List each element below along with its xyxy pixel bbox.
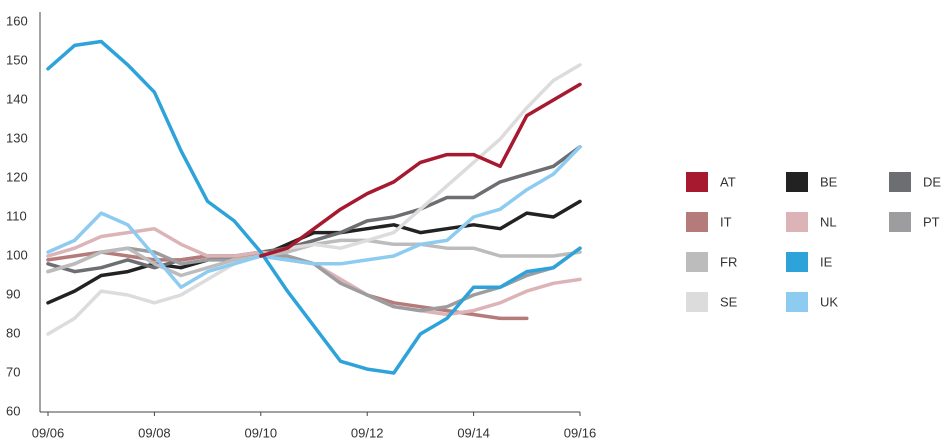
x-tick-label: 09/06 xyxy=(32,425,65,440)
series-line xyxy=(46,63,582,336)
legend-swatch xyxy=(889,172,911,192)
legend-swatch xyxy=(786,252,808,272)
y-tick-label: 70 xyxy=(6,364,20,379)
x-tick-label: 09/12 xyxy=(351,425,384,440)
legend-swatch xyxy=(686,172,708,192)
series-line xyxy=(259,82,582,258)
x-tick-label: 09/10 xyxy=(245,425,278,440)
y-tick-label: 140 xyxy=(6,91,28,106)
legend-label: DE xyxy=(923,174,941,189)
legend-swatch xyxy=(786,172,808,192)
legend-swatch xyxy=(686,212,708,232)
y-tick-label: 130 xyxy=(6,130,28,145)
legend-label: FR xyxy=(720,254,737,269)
legend-swatch xyxy=(786,292,808,312)
legend-swatch xyxy=(889,212,911,232)
series-line xyxy=(46,39,582,375)
series-line xyxy=(46,145,582,274)
x-tick-label: 09/14 xyxy=(457,425,490,440)
legend-swatch xyxy=(686,252,708,272)
legend-label: PT xyxy=(923,214,940,229)
y-tick-label: 110 xyxy=(6,208,27,223)
legend-label: IE xyxy=(820,254,833,269)
y-tick-label: 100 xyxy=(6,247,28,262)
legend-swatch xyxy=(686,292,708,312)
series-line xyxy=(46,199,582,305)
y-tick-label: 80 xyxy=(6,325,20,340)
legend-label: AT xyxy=(720,174,736,189)
legend-label: BE xyxy=(820,174,838,189)
y-tick-label: 160 xyxy=(6,13,28,28)
y-tick-label: 120 xyxy=(6,169,28,184)
legend-swatch xyxy=(786,212,808,232)
legend-label: SE xyxy=(720,294,738,309)
legend-label: NL xyxy=(820,214,837,229)
legend-label: IT xyxy=(720,214,732,229)
series-line xyxy=(46,145,582,289)
y-tick-label: 150 xyxy=(6,52,28,67)
y-tick-label: 60 xyxy=(6,403,20,418)
x-tick-label: 09/16 xyxy=(564,425,597,440)
y-tick-label: 90 xyxy=(6,286,20,301)
x-tick-label: 09/08 xyxy=(138,425,171,440)
legend-label: UK xyxy=(820,294,838,309)
